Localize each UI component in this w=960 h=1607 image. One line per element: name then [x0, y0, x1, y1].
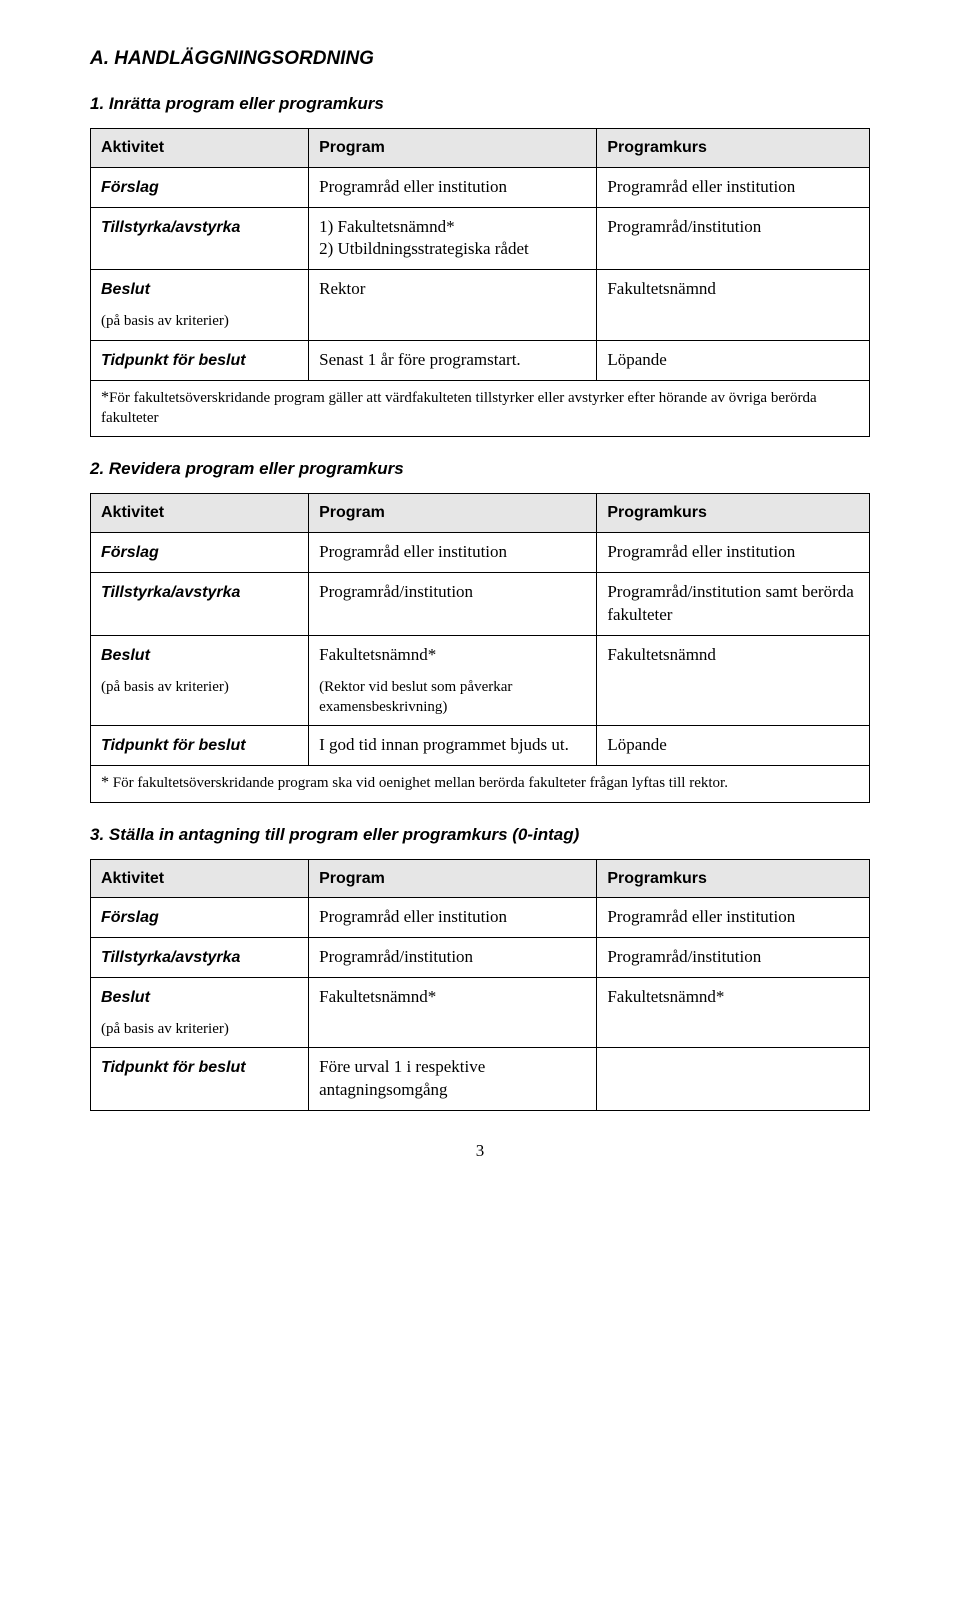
table-row: Tidpunkt för beslut Senast 1 år före pro… — [91, 340, 870, 380]
footnote-text: För fakultetsöverskridande program ska v… — [109, 775, 728, 791]
label-forslag: Förslag — [101, 179, 159, 196]
table-footnote-row: * För fakultetsöverskridande program ska… — [91, 766, 870, 803]
row-label: Tillstyrka/avstyrka — [91, 207, 309, 270]
label-beslut: Beslut — [101, 281, 150, 298]
label-tillstyrka: Tillstyrka/avstyrka — [101, 584, 240, 601]
footnote-star: * — [101, 774, 109, 791]
row-label: Beslut (på basis av kriterier) — [91, 635, 309, 725]
cell: Programråd/institution — [597, 207, 870, 270]
label-tidpunkt: Tidpunkt för beslut — [101, 737, 246, 754]
table-header-row: Aktivitet Program Programkurs — [91, 129, 870, 168]
table-row: Beslut (på basis av kriterier) Rektor Fa… — [91, 270, 870, 340]
cell: 1) Fakultetsnämnd* 2) Utbildningsstrateg… — [309, 207, 597, 270]
table-row: Beslut (på basis av kriterier) Fakultets… — [91, 635, 870, 725]
page-number: 3 — [90, 1141, 870, 1161]
section-heading-3: 3. Ställa in antagning till program elle… — [90, 825, 870, 845]
table-3: Aktivitet Program Programkurs Förslag Pr… — [90, 859, 870, 1112]
cell: I god tid innan programmet bjuds ut. — [309, 726, 597, 766]
table-row: Tidpunkt för beslut I god tid innan prog… — [91, 726, 870, 766]
th-aktivitet: Aktivitet — [91, 129, 309, 168]
section-heading-2: 2. Revidera program eller programkurs — [90, 459, 870, 479]
section-heading-1: 1. Inrätta program eller programkurs — [90, 94, 870, 114]
cell: Senast 1 år före programstart. — [309, 340, 597, 380]
th-programkurs: Programkurs — [597, 859, 870, 898]
th-aktivitet: Aktivitet — [91, 859, 309, 898]
cell: Programråd/institution — [597, 938, 870, 978]
table-row: Tidpunkt för beslut Före urval 1 i respe… — [91, 1048, 870, 1111]
th-aktivitet: Aktivitet — [91, 494, 309, 533]
cell: Programråd eller institution — [597, 532, 870, 572]
row-label: Beslut (på basis av kriterier) — [91, 270, 309, 340]
table-footnote-row: *För fakultetsöverskridande program gäll… — [91, 380, 870, 437]
row-label: Tidpunkt för beslut — [91, 340, 309, 380]
cell: Fakultetsnämnd* — [597, 978, 870, 1048]
label-beslut: Beslut — [101, 989, 150, 1006]
footnote-star: * — [101, 389, 109, 406]
table-row: Tillstyrka/avstyrka Programråd/instituti… — [91, 938, 870, 978]
row-label: Tidpunkt för beslut — [91, 1048, 309, 1111]
footnote-cell: * För fakultetsöverskridande program ska… — [91, 766, 870, 803]
table-row: Tillstyrka/avstyrka Programråd/instituti… — [91, 572, 870, 635]
table-row: Tillstyrka/avstyrka 1) Fakultetsnämnd* 2… — [91, 207, 870, 270]
sub-basis: (på basis av kriterier) — [101, 311, 298, 331]
cell: Programråd eller institution — [597, 898, 870, 938]
table-row: Förslag Programråd eller institution Pro… — [91, 532, 870, 572]
th-programkurs: Programkurs — [597, 494, 870, 533]
th-programkurs: Programkurs — [597, 129, 870, 168]
cell: Programråd/institution — [309, 572, 597, 635]
cell-sub: (Rektor vid beslut som påverkar examensb… — [319, 677, 586, 718]
label-tidpunkt: Tidpunkt för beslut — [101, 352, 246, 369]
cell: Löpande — [597, 340, 870, 380]
row-label: Tidpunkt för beslut — [91, 726, 309, 766]
cell: Programråd eller institution — [309, 898, 597, 938]
label-forslag: Förslag — [101, 544, 159, 561]
label-tillstyrka: Tillstyrka/avstyrka — [101, 949, 240, 966]
table-row: Förslag Programråd eller institution Pro… — [91, 167, 870, 207]
table-row: Beslut (på basis av kriterier) Fakultets… — [91, 978, 870, 1048]
th-program: Program — [309, 129, 597, 168]
cell: Programråd eller institution — [309, 167, 597, 207]
main-heading: A. HANDLÄGGNINGSORDNING — [90, 48, 870, 70]
row-label: Tillstyrka/avstyrka — [91, 938, 309, 978]
cell: Fakultetsnämnd — [597, 270, 870, 340]
table-header-row: Aktivitet Program Programkurs — [91, 859, 870, 898]
row-label: Förslag — [91, 898, 309, 938]
table-row: Förslag Programråd eller institution Pro… — [91, 898, 870, 938]
cell-main: Fakultetsnämnd* — [319, 645, 436, 664]
cell: Rektor — [309, 270, 597, 340]
row-label: Tillstyrka/avstyrka — [91, 572, 309, 635]
cell: Fakultetsnämnd* — [309, 978, 597, 1048]
page-container: A. HANDLÄGGNINGSORDNING 1. Inrätta progr… — [0, 0, 960, 1201]
table-header-row: Aktivitet Program Programkurs — [91, 494, 870, 533]
cell: Före urval 1 i respektive antagningsomgå… — [309, 1048, 597, 1111]
th-program: Program — [309, 494, 597, 533]
label-forslag: Förslag — [101, 909, 159, 926]
cell: Programråd eller institution — [597, 167, 870, 207]
table-2: Aktivitet Program Programkurs Förslag Pr… — [90, 493, 870, 802]
th-program: Program — [309, 859, 597, 898]
table-1: Aktivitet Program Programkurs Förslag Pr… — [90, 128, 870, 437]
cell — [597, 1048, 870, 1111]
sub-basis: (på basis av kriterier) — [101, 1019, 298, 1039]
label-tillstyrka: Tillstyrka/avstyrka — [101, 219, 240, 236]
label-beslut: Beslut — [101, 647, 150, 664]
row-label: Förslag — [91, 532, 309, 572]
row-label: Beslut (på basis av kriterier) — [91, 978, 309, 1048]
row-label: Förslag — [91, 167, 309, 207]
cell: Programråd eller institution — [309, 532, 597, 572]
cell: Programråd/institution — [309, 938, 597, 978]
cell: Fakultetsnämnd — [597, 635, 870, 725]
sub-basis: (på basis av kriterier) — [101, 677, 298, 697]
cell: Programråd/institution samt berörda faku… — [597, 572, 870, 635]
footnote-cell: *För fakultetsöverskridande program gäll… — [91, 380, 870, 437]
footnote-text: För fakultetsöverskridande program gälle… — [101, 390, 817, 427]
cell: Löpande — [597, 726, 870, 766]
label-tidpunkt: Tidpunkt för beslut — [101, 1059, 246, 1076]
cell: Fakultetsnämnd* (Rektor vid beslut som p… — [309, 635, 597, 725]
